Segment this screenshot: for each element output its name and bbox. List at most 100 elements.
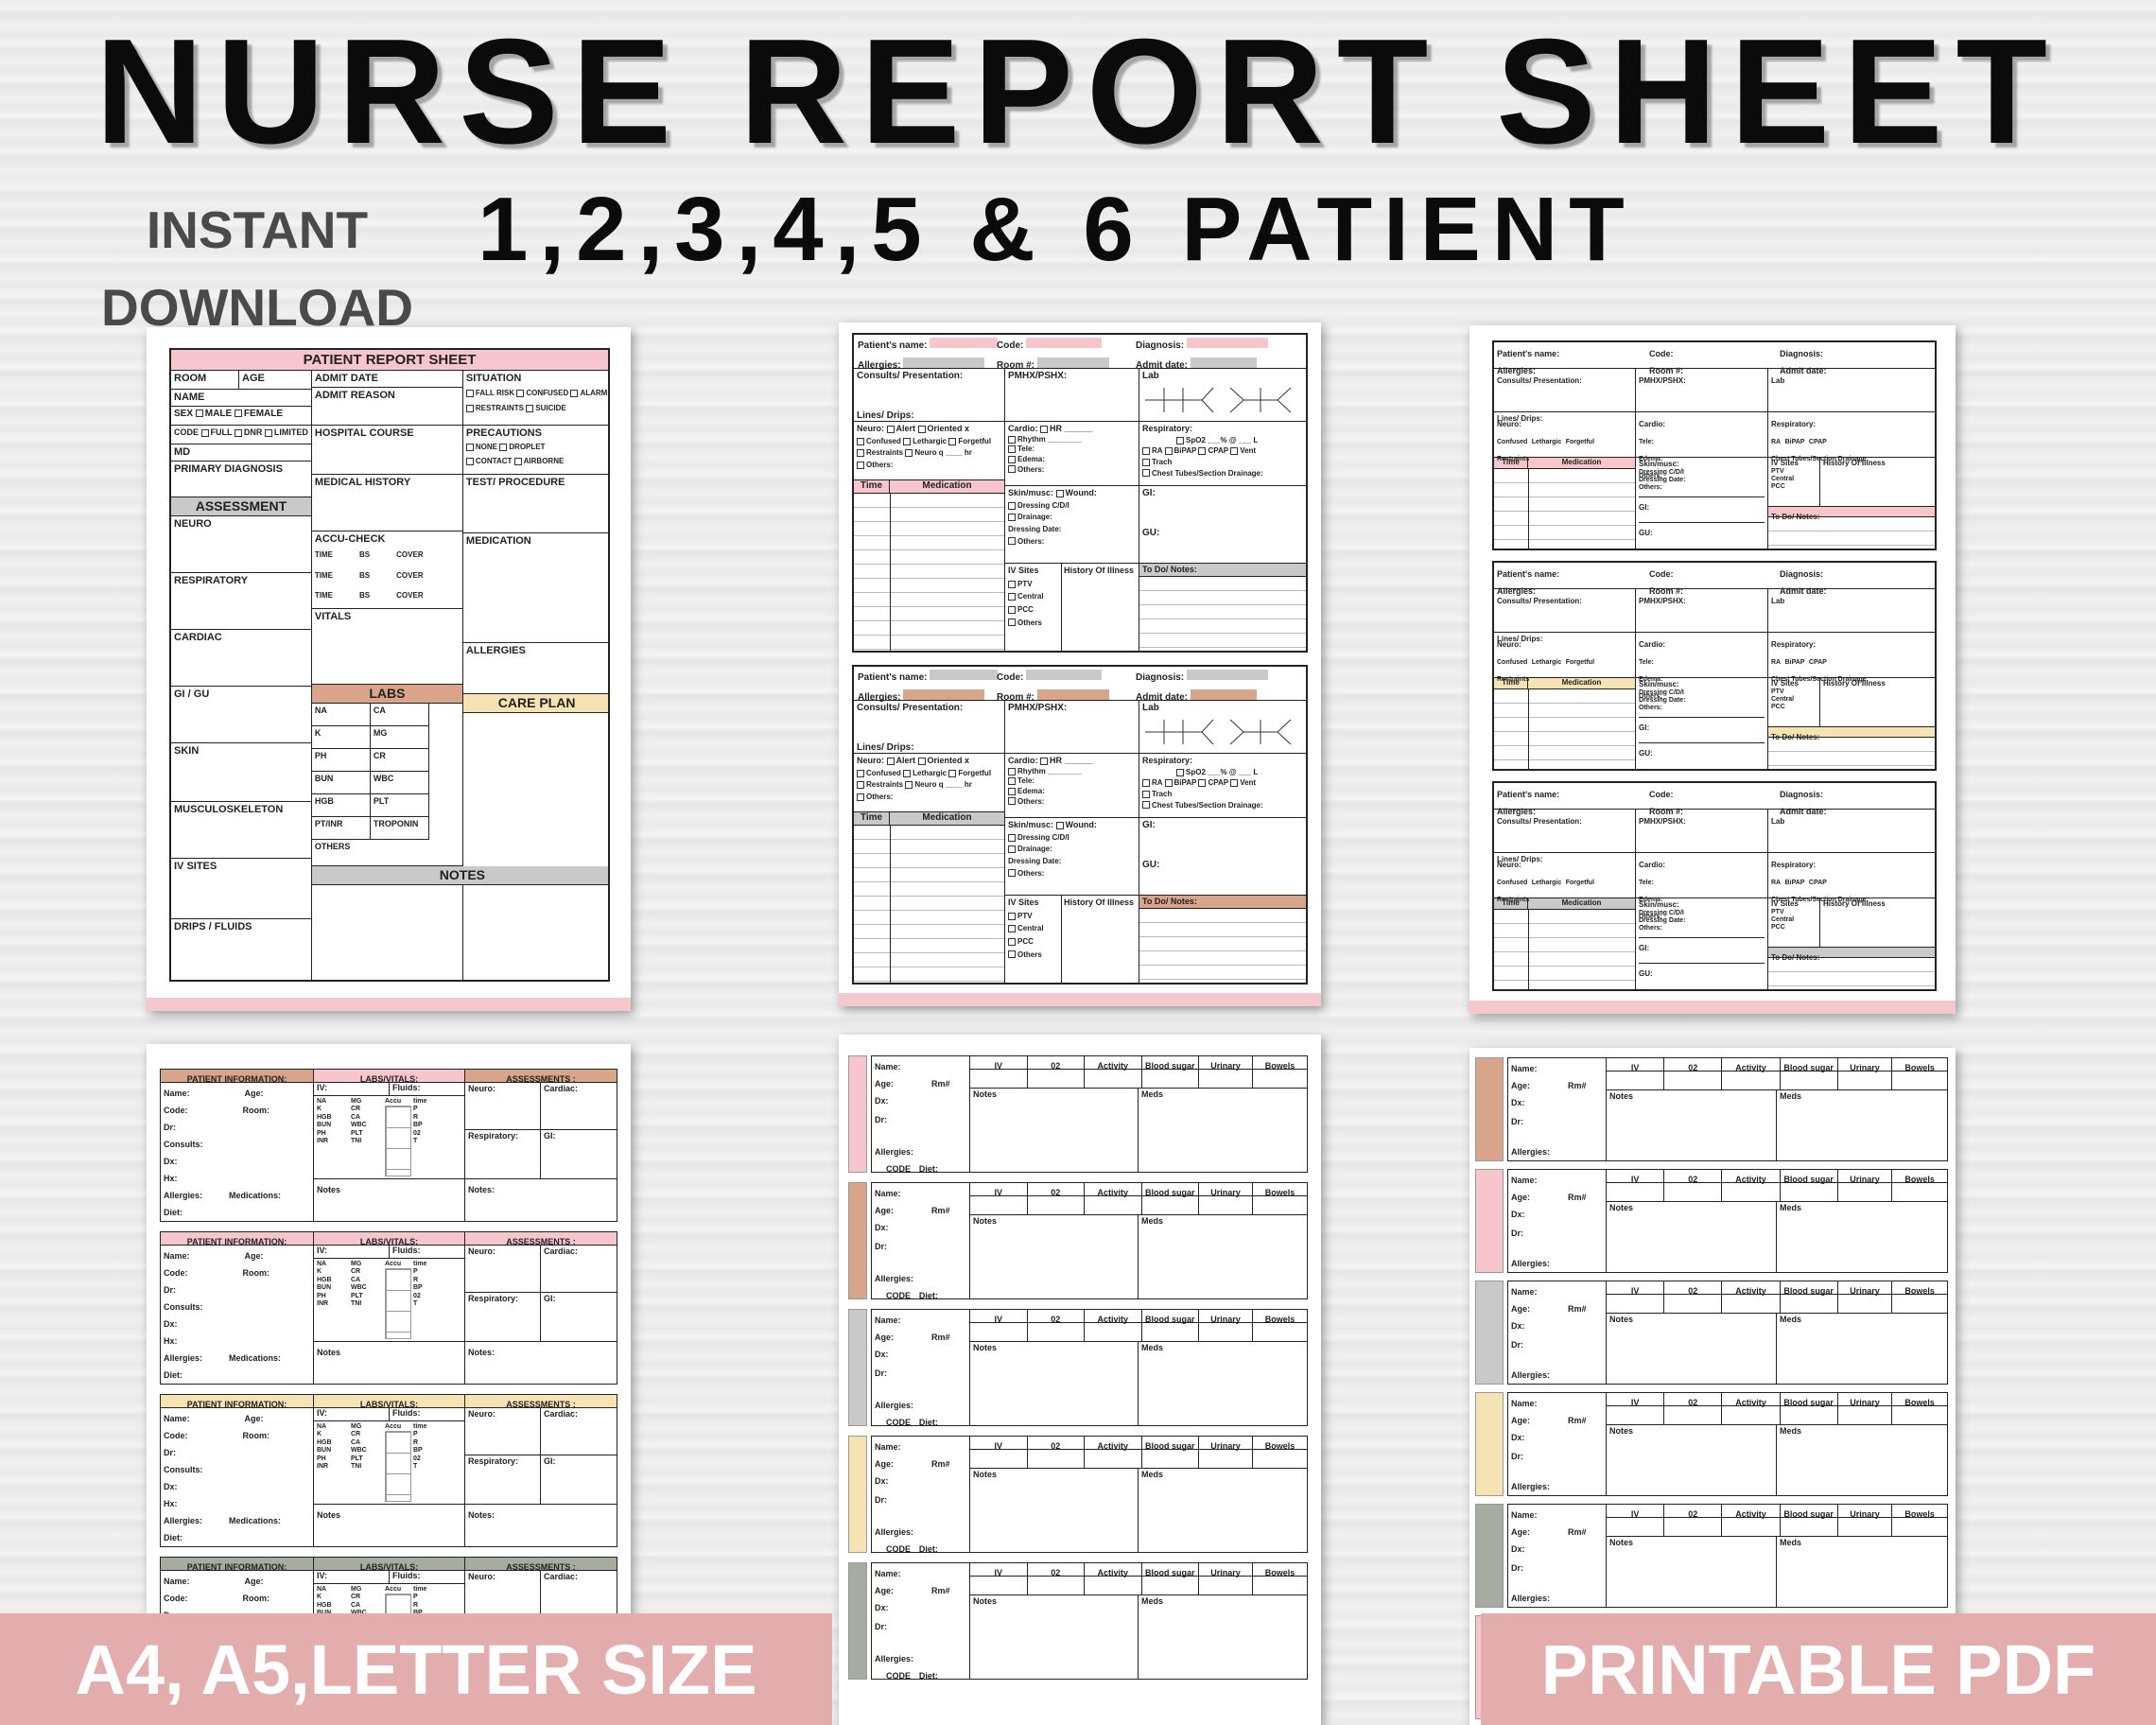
medication-table[interactable]: [854, 494, 1004, 651]
others-checkbox[interactable]: [1008, 950, 1016, 959]
ptv-checkbox[interactable]: [1008, 912, 1016, 920]
diagnosis-field[interactable]: [1186, 338, 1268, 348]
pcc-checkbox[interactable]: [1008, 937, 1016, 946]
ra-checkbox[interactable]: [1142, 779, 1150, 788]
room-field[interactable]: [1036, 689, 1109, 700]
alarm-checkbox[interactable]: [570, 390, 579, 398]
edema-checkbox[interactable]: [1008, 787, 1016, 795]
allergies-field[interactable]: [903, 357, 985, 368]
todo-notes-area[interactable]: [1768, 958, 1935, 989]
wound-checkbox[interactable]: [1055, 489, 1064, 497]
trach-checkbox[interactable]: [1142, 790, 1150, 798]
neuro-q-checkbox[interactable]: [905, 449, 913, 458]
alert-checkbox[interactable]: [886, 757, 895, 765]
bipap-checkbox[interactable]: [1164, 447, 1173, 456]
oriented-checkbox[interactable]: [917, 757, 926, 765]
confused-checkbox[interactable]: [857, 769, 864, 777]
lethargic-checkbox[interactable]: [903, 769, 912, 777]
suicide-checkbox[interactable]: [526, 404, 534, 412]
confused-checkbox[interactable]: [857, 437, 864, 445]
oriented-checkbox[interactable]: [917, 425, 926, 433]
alert-checkbox[interactable]: [886, 425, 895, 433]
admit-date-field[interactable]: [1190, 689, 1257, 700]
patient-name-field[interactable]: [930, 670, 999, 680]
todo-notes-area[interactable]: [1139, 577, 1306, 651]
restraints-checkbox[interactable]: [857, 781, 864, 790]
neuro-q-label: Neuro q: [914, 448, 944, 458]
dressing-checkbox[interactable]: [1008, 833, 1016, 842]
central-checkbox[interactable]: [1008, 593, 1016, 601]
medication-table[interactable]: [1494, 689, 1635, 769]
hr-checkbox[interactable]: [1040, 757, 1049, 765]
medication-table[interactable]: [1494, 469, 1635, 549]
code-field[interactable]: [1026, 338, 1103, 348]
rm-label: Rm#: [1568, 1527, 1587, 1537]
droplet-checkbox[interactable]: [499, 444, 508, 452]
fluids-label: Fluids:: [392, 1408, 421, 1418]
wound-checkbox[interactable]: [1055, 821, 1064, 829]
hr-checkbox[interactable]: [1040, 425, 1049, 433]
male-checkbox[interactable]: [195, 409, 203, 418]
allergies-field[interactable]: [903, 689, 985, 700]
room-field[interactable]: [1036, 357, 1109, 368]
bipap-checkbox[interactable]: [1164, 779, 1173, 788]
drainage-checkbox[interactable]: [1008, 514, 1016, 522]
female-checkbox[interactable]: [234, 409, 242, 418]
edema-checkbox[interactable]: [1008, 455, 1016, 463]
dressing-checkbox[interactable]: [1008, 501, 1016, 510]
accu-grid[interactable]: [385, 1106, 411, 1176]
admit-date-field[interactable]: [1190, 357, 1257, 368]
others-checkbox[interactable]: [1008, 465, 1016, 474]
others-checkbox[interactable]: [1008, 869, 1016, 878]
vent-checkbox[interactable]: [1230, 779, 1239, 788]
others-checkbox[interactable]: [1008, 619, 1016, 627]
full-checkbox[interactable]: [200, 428, 209, 437]
neuro-q-checkbox[interactable]: [905, 781, 913, 790]
contact-checkbox[interactable]: [465, 457, 474, 465]
accu-grid[interactable]: [385, 1268, 411, 1339]
rhythm-checkbox[interactable]: [1008, 435, 1016, 444]
tele-checkbox[interactable]: [1008, 445, 1016, 454]
tele-checkbox[interactable]: [1008, 777, 1016, 786]
medications-label: Medications:: [229, 1353, 282, 1363]
medication-table[interactable]: [1494, 910, 1635, 989]
none-checkbox[interactable]: [465, 444, 474, 452]
dnr-checkbox[interactable]: [234, 428, 242, 437]
todo-notes-area[interactable]: [1139, 909, 1306, 983]
chest-tubes-checkbox[interactable]: [1142, 469, 1150, 478]
accu-grid[interactable]: [385, 1431, 411, 1502]
spo2-checkbox[interactable]: [1176, 436, 1184, 444]
ra-checkbox[interactable]: [1142, 447, 1150, 456]
cpap-checkbox[interactable]: [1198, 779, 1207, 788]
limited-checkbox[interactable]: [264, 428, 272, 437]
medication-table[interactable]: [854, 826, 1004, 983]
diagnosis-field[interactable]: [1186, 670, 1268, 680]
others-checkbox[interactable]: [1008, 797, 1016, 806]
trach-checkbox[interactable]: [1142, 458, 1150, 466]
forgetful-checkbox[interactable]: [948, 769, 957, 777]
others-checkbox[interactable]: [857, 793, 864, 801]
code-field[interactable]: [1026, 670, 1103, 680]
rhythm-checkbox[interactable]: [1008, 767, 1016, 775]
todo-notes-area[interactable]: [1768, 738, 1935, 769]
others-checkbox[interactable]: [1008, 537, 1016, 546]
confused-checkbox[interactable]: [516, 390, 525, 398]
patient-name-field[interactable]: [930, 338, 999, 348]
age-label: Age:: [1511, 1416, 1530, 1425]
cpap-checkbox[interactable]: [1198, 447, 1207, 456]
restraints-checkbox[interactable]: [857, 449, 864, 458]
lethargic-checkbox[interactable]: [903, 437, 912, 445]
spo2-checkbox[interactable]: [1176, 768, 1184, 776]
drainage-checkbox[interactable]: [1008, 845, 1016, 854]
vent-checkbox[interactable]: [1230, 447, 1239, 456]
restraints-checkbox[interactable]: [465, 404, 474, 412]
todo-notes-area[interactable]: [1768, 517, 1935, 549]
chest-tubes-checkbox[interactable]: [1142, 801, 1150, 810]
airborne-checkbox[interactable]: [513, 457, 522, 465]
others-checkbox[interactable]: [857, 461, 864, 469]
pcc-checkbox[interactable]: [1008, 605, 1016, 614]
forgetful-checkbox[interactable]: [948, 437, 957, 445]
ptv-checkbox[interactable]: [1008, 580, 1016, 588]
fall-risk-checkbox[interactable]: [465, 390, 474, 398]
central-checkbox[interactable]: [1008, 925, 1016, 933]
